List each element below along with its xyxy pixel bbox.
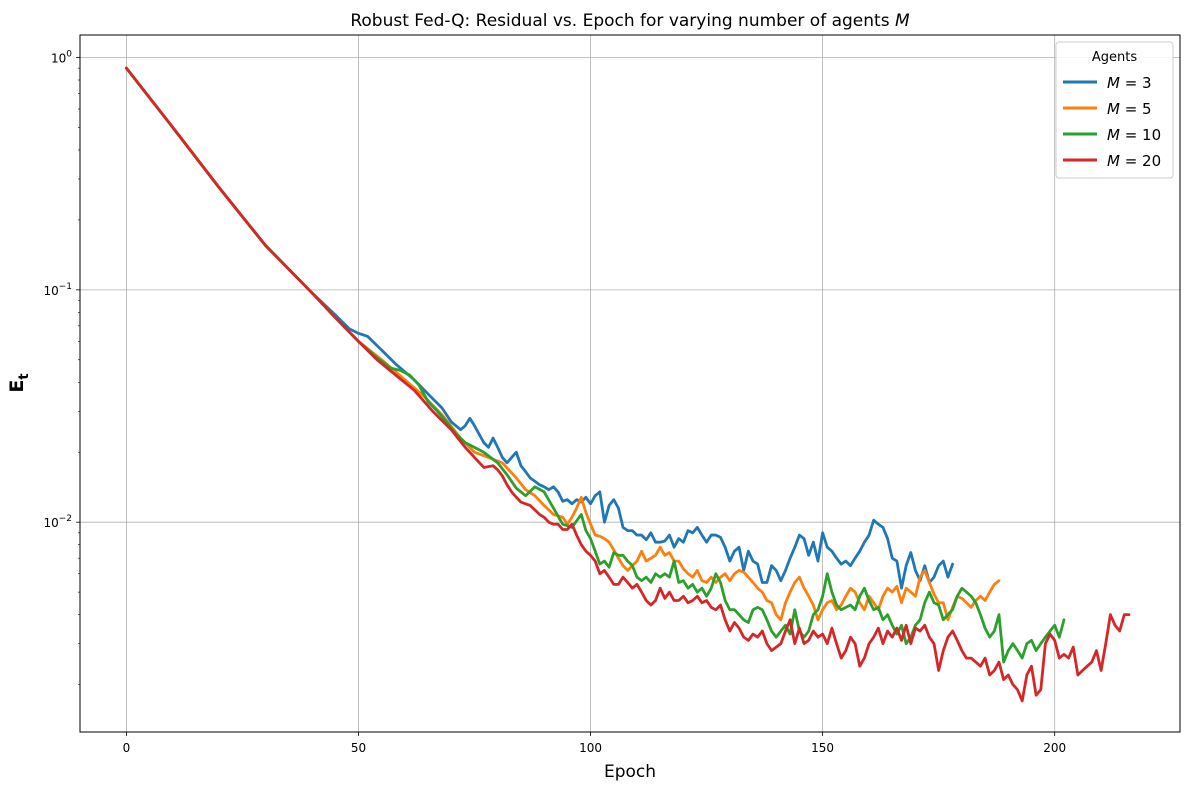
- legend-box: [1055, 41, 1174, 179]
- series-lines: [125, 66, 1131, 703]
- chart-title: Robust Fed-Q: Residual vs. Epoch for var…: [350, 11, 910, 31]
- y-axis-label-subscript: t: [17, 373, 32, 379]
- legend-title: Agents: [1092, 50, 1137, 65]
- y-tick-label: 100: [51, 50, 72, 66]
- x-tick-label: 150: [811, 741, 834, 755]
- x-tick-label: 100: [579, 741, 602, 755]
- series-line-3: [125, 66, 1066, 664]
- y-axis-label: Et: [6, 373, 32, 392]
- axis-ticks: 0 50 100 150 200 100 10−1 10−2: [43, 50, 1066, 755]
- legend-entry-label: M = 20: [1107, 152, 1161, 170]
- x-tick-label: 50: [351, 741, 366, 755]
- x-axis-label: Epoch: [604, 762, 656, 782]
- series-line-1: [125, 66, 954, 590]
- chart-title-text: Robust Fed-Q: Residual vs. Epoch for var…: [350, 11, 895, 31]
- plot-area-frame: [79, 34, 1181, 733]
- series-line-4: [125, 66, 1131, 703]
- legend-entry-label: M = 5: [1107, 100, 1152, 118]
- y-axis-label-main: E: [6, 380, 28, 393]
- legend-entry-label: M = 3: [1107, 74, 1152, 92]
- x-tick-label: 200: [1043, 741, 1066, 755]
- x-tick-label: 0: [123, 741, 131, 755]
- grid-lines: [80, 35, 1180, 732]
- legend: Agents M = 3 M = 5 M = 10 M = 20: [1055, 41, 1174, 179]
- chart-title-variable: M: [895, 11, 910, 31]
- legend-entry-label: M = 10: [1107, 126, 1161, 144]
- y-tick-label: 10−1: [43, 282, 72, 298]
- series-line-2: [125, 66, 1001, 622]
- y-tick-label: 10−2: [43, 514, 72, 530]
